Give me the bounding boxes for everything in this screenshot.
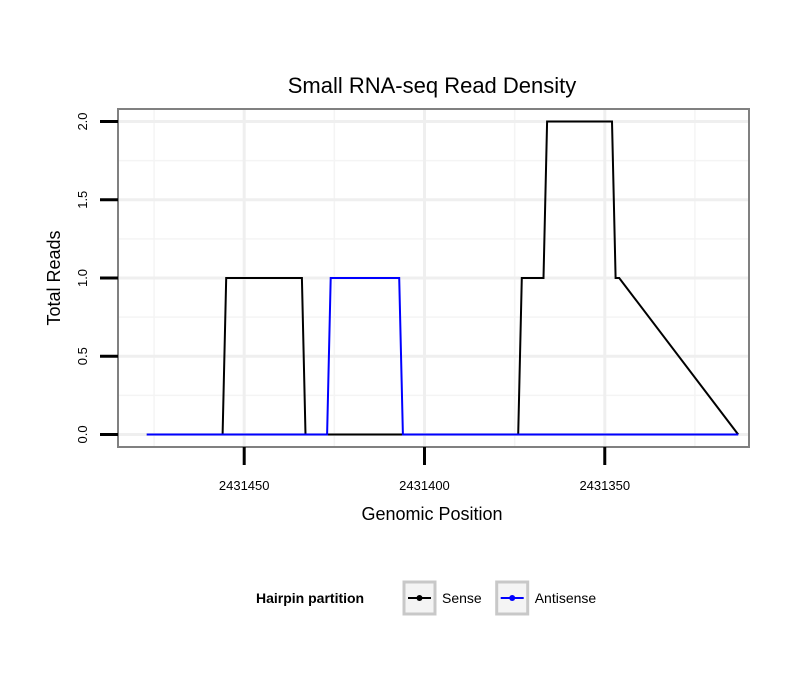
series-lines xyxy=(146,120,739,436)
y-tick-label: 1.5 xyxy=(75,191,90,209)
x-tick-label: 2431400 xyxy=(399,478,450,493)
y-tick-label: 1.0 xyxy=(75,269,90,287)
x-tick-label: 2431350 xyxy=(579,478,630,493)
legend-items: Sense Antisense xyxy=(402,580,597,616)
series-line-antisense xyxy=(146,277,739,436)
legend-point-sense xyxy=(416,595,423,601)
chart-title: Small RNA-seq Read Density xyxy=(288,73,577,98)
y-axis-title: Total Reads xyxy=(44,230,64,325)
y-tick-label: 0.5 xyxy=(75,347,90,365)
x-tick-label: 2431450 xyxy=(219,478,270,493)
grid xyxy=(118,109,749,447)
y-axis: 0.0 0.5 1.0 1.5 2.0 xyxy=(75,112,118,444)
x-axis-title: Genomic Position xyxy=(361,504,502,524)
legend-point-antisense xyxy=(509,595,516,601)
y-tick-label: 2.0 xyxy=(75,112,90,130)
y-tick-label: 0.0 xyxy=(75,425,90,443)
legend-label-sense: Sense xyxy=(442,590,482,606)
legend-label-antisense: Antisense xyxy=(535,590,597,606)
x-axis: 2431450 2431400 2431350 xyxy=(219,447,630,493)
legend: Hairpin partition Sense Antisense xyxy=(256,580,597,616)
legend-title: Hairpin partition xyxy=(256,590,364,606)
